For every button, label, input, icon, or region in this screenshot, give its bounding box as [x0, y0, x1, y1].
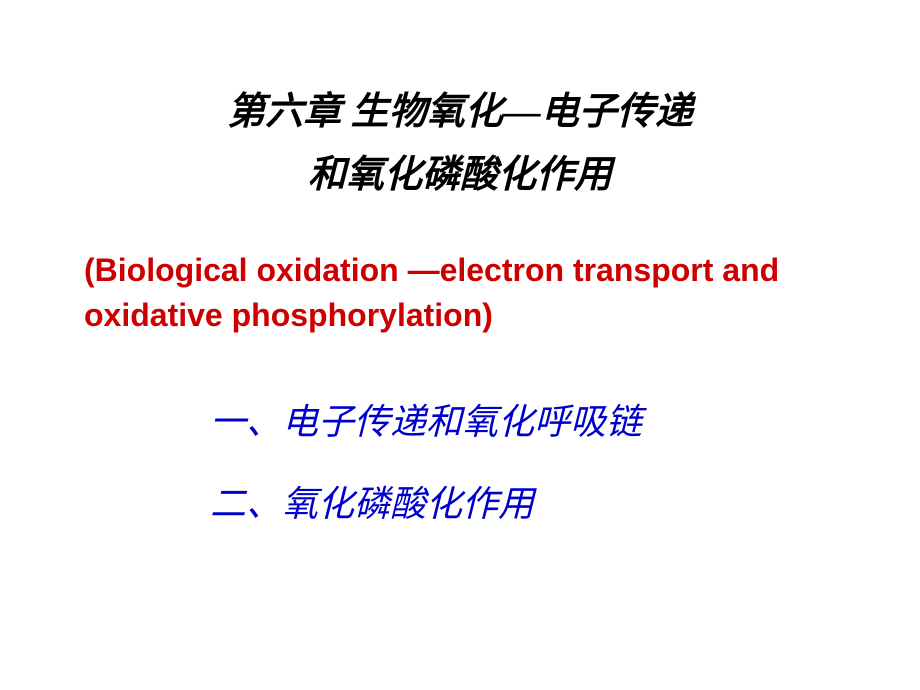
slide-container: 第六章 生物氧化—电子传递 和氧化磷酸化作用 (Biological oxida…: [0, 0, 920, 690]
section-1: 一、电子传递和氧化呼吸链: [60, 393, 860, 445]
chapter-title-line2: 和氧化磷酸化作用: [60, 143, 860, 198]
section-2: 二、氧化磷酸化作用: [60, 475, 860, 527]
chapter-title-line1: 第六章 生物氧化—电子传递: [60, 80, 860, 135]
english-subtitle: (Biological oxidation —electron transpor…: [60, 248, 860, 338]
